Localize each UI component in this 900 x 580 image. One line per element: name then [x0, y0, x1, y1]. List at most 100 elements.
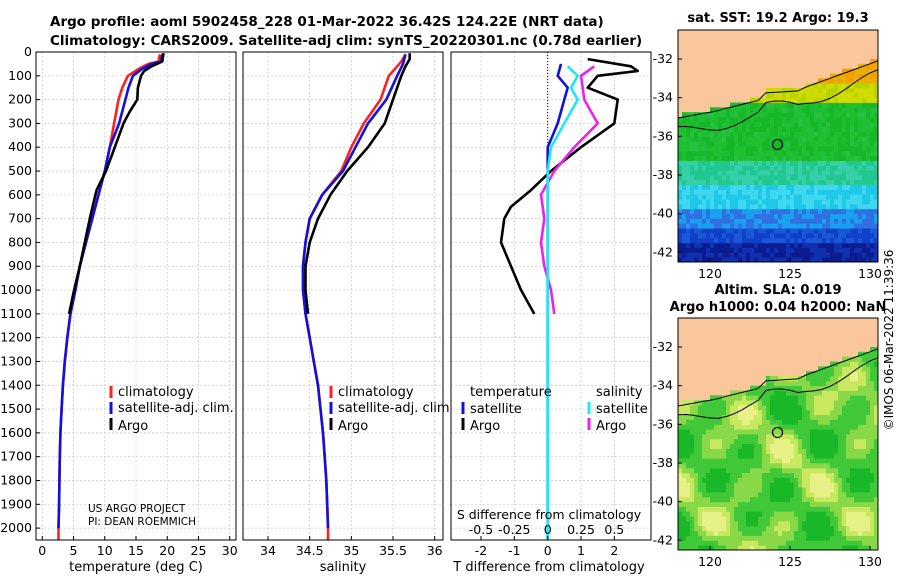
map-cell — [738, 511, 743, 517]
map-cell — [718, 492, 723, 498]
map-cell — [746, 492, 751, 498]
map-cell — [766, 443, 771, 449]
map-cell — [750, 438, 755, 445]
map-cell — [710, 252, 715, 258]
shelf-contour — [678, 357, 878, 419]
map-cell — [694, 165, 699, 171]
map-cell — [810, 385, 815, 391]
map-cell — [690, 463, 695, 469]
map-cell — [770, 467, 775, 474]
map-cell — [870, 247, 875, 253]
map-cell — [834, 438, 839, 445]
map-cell — [818, 530, 823, 536]
map-cell — [810, 506, 815, 512]
map-cell — [686, 405, 691, 411]
legend-satellite-adj: satellite-adj. clim. — [118, 401, 234, 416]
map-cell — [778, 506, 783, 512]
map-cell — [870, 429, 875, 435]
map-cell — [678, 194, 683, 200]
map-cell — [834, 385, 839, 391]
map-cell — [798, 409, 803, 416]
map-cell — [866, 530, 871, 536]
map-cell — [802, 257, 807, 262]
map-cell — [874, 521, 878, 527]
map-cell — [806, 170, 811, 176]
map-cell — [738, 204, 743, 210]
legend-argo-s: Argo — [338, 419, 368, 434]
map-cell — [830, 155, 835, 161]
map-cell — [738, 472, 743, 478]
map-cell — [838, 233, 843, 239]
map-cell — [746, 540, 751, 546]
map-cell — [874, 472, 878, 478]
map-cell — [690, 540, 695, 546]
map-cell — [758, 126, 763, 132]
map-cell — [686, 443, 691, 449]
map-cell — [782, 107, 787, 113]
map-cell — [866, 102, 871, 108]
map-cell — [794, 170, 799, 176]
map-cell — [774, 467, 779, 474]
map-cell — [854, 83, 859, 89]
map-cell — [682, 463, 687, 469]
map-cell — [850, 208, 855, 215]
map-cell — [682, 146, 687, 152]
map-cell — [706, 434, 711, 440]
map-cell — [770, 150, 775, 157]
map-cell — [790, 223, 795, 229]
map-cell — [750, 525, 755, 532]
map-cell — [874, 126, 878, 132]
map-cell — [854, 400, 859, 406]
map-cell — [750, 208, 755, 215]
map-cell — [758, 160, 763, 166]
map-cell — [842, 525, 847, 532]
map-cell — [826, 501, 831, 507]
map-cell — [710, 525, 715, 532]
map-cell — [870, 97, 875, 103]
map-cell — [806, 492, 811, 498]
map-cell — [854, 97, 859, 103]
sla-map-subtitle: Argo h1000: 0.04 h2000: NaN — [670, 300, 887, 315]
map-cell — [794, 131, 799, 137]
map-cell — [790, 121, 795, 128]
map-cell — [778, 414, 783, 420]
map-cell — [738, 213, 743, 219]
map-cell — [794, 228, 799, 234]
map-cell — [862, 516, 867, 522]
map-cell — [786, 141, 791, 147]
map-cell — [838, 438, 843, 445]
map-cell — [730, 112, 735, 118]
map-cell — [778, 107, 783, 113]
map-cell — [814, 165, 819, 171]
map-cell — [702, 121, 707, 128]
map-cell — [790, 511, 795, 517]
map-cell — [750, 218, 755, 224]
map-cell — [706, 409, 711, 416]
map-cell — [790, 112, 795, 118]
map-cell — [690, 237, 695, 244]
map-cell — [818, 146, 823, 152]
map-cell — [794, 126, 799, 132]
map-cell — [806, 160, 811, 166]
map-cell — [854, 521, 859, 527]
map-cell — [838, 443, 843, 449]
map-cell — [842, 218, 847, 224]
map-cell — [794, 482, 799, 488]
map-cell — [754, 175, 759, 181]
map-cell — [682, 501, 687, 507]
map-cell — [802, 376, 807, 382]
map-cell — [702, 487, 707, 493]
map-cell — [862, 390, 867, 396]
map-cell — [682, 112, 687, 118]
difference-legend-salinity: salinity satellite Argo — [587, 385, 648, 434]
map-cell — [790, 117, 795, 123]
map-cell — [678, 448, 683, 454]
map-cell — [774, 482, 779, 488]
sla-map-axes: 120 125 130-32-34-36-38-40-42 — [653, 339, 882, 569]
map-cell — [802, 434, 807, 440]
map-cell — [818, 521, 823, 527]
map-cell — [802, 237, 807, 244]
map-cell — [742, 179, 747, 186]
map-cell — [742, 223, 747, 229]
map-cell — [838, 257, 843, 262]
